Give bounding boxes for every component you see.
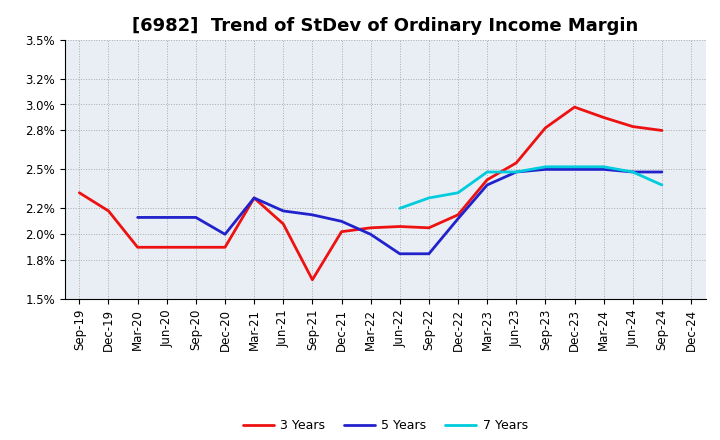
3 Years xyxy=(657,128,666,133)
3 Years xyxy=(483,177,492,183)
Line: 7 Years: 7 Years xyxy=(400,167,662,208)
5 Years xyxy=(599,167,608,172)
5 Years xyxy=(541,167,550,172)
5 Years xyxy=(629,169,637,175)
5 Years xyxy=(133,215,142,220)
3 Years xyxy=(512,160,521,165)
3 Years xyxy=(250,195,258,201)
5 Years xyxy=(395,251,404,257)
5 Years xyxy=(250,195,258,201)
3 Years xyxy=(279,221,287,227)
3 Years xyxy=(75,190,84,195)
3 Years xyxy=(220,245,229,250)
3 Years xyxy=(454,212,462,217)
3 Years xyxy=(163,245,171,250)
5 Years xyxy=(163,215,171,220)
7 Years xyxy=(657,182,666,187)
Line: 3 Years: 3 Years xyxy=(79,107,662,280)
3 Years xyxy=(366,225,375,231)
7 Years xyxy=(512,169,521,175)
Legend: 3 Years, 5 Years, 7 Years: 3 Years, 5 Years, 7 Years xyxy=(238,414,533,437)
5 Years xyxy=(512,169,521,175)
3 Years xyxy=(395,224,404,229)
3 Years xyxy=(629,124,637,129)
7 Years xyxy=(541,164,550,169)
5 Years xyxy=(425,251,433,257)
3 Years xyxy=(308,277,317,282)
7 Years xyxy=(454,190,462,195)
7 Years xyxy=(425,195,433,201)
7 Years xyxy=(599,164,608,169)
5 Years xyxy=(220,231,229,237)
5 Years xyxy=(308,212,317,217)
3 Years xyxy=(133,245,142,250)
3 Years xyxy=(425,225,433,231)
3 Years xyxy=(599,115,608,120)
5 Years xyxy=(570,167,579,172)
7 Years xyxy=(629,169,637,175)
3 Years xyxy=(337,229,346,235)
Title: [6982]  Trend of StDev of Ordinary Income Margin: [6982] Trend of StDev of Ordinary Income… xyxy=(132,17,639,35)
3 Years xyxy=(541,125,550,131)
3 Years xyxy=(570,104,579,110)
3 Years xyxy=(104,208,113,213)
5 Years xyxy=(657,169,666,175)
5 Years xyxy=(454,216,462,221)
5 Years xyxy=(279,208,287,213)
7 Years xyxy=(395,205,404,211)
5 Years xyxy=(192,215,200,220)
5 Years xyxy=(483,182,492,187)
7 Years xyxy=(483,169,492,175)
5 Years xyxy=(366,231,375,237)
5 Years xyxy=(337,219,346,224)
Line: 5 Years: 5 Years xyxy=(138,169,662,254)
3 Years xyxy=(192,245,200,250)
7 Years xyxy=(570,164,579,169)
